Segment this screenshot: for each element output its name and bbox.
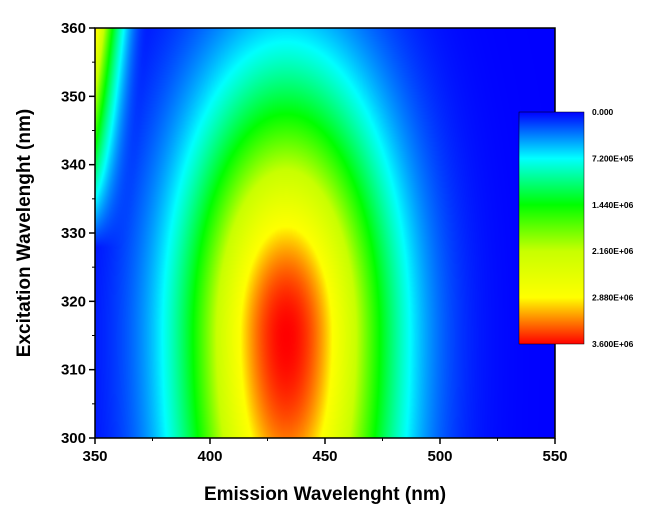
x-axis: 350 400 450 500 550 (82, 438, 568, 465)
y-tick-label: 300 (61, 430, 86, 447)
y-tick-label: 360 (61, 20, 86, 37)
y-tick-label: 310 (61, 362, 86, 379)
heatmap-surface (95, 28, 555, 438)
legend-label: 2.160E+06 (592, 246, 634, 256)
y-tick-label: 350 (61, 88, 86, 105)
legend-label: 7.200E+05 (592, 153, 634, 163)
plot-area (94, 27, 556, 439)
y-tick-label: 340 (61, 157, 86, 174)
color-legend: 0.000 7.200E+05 1.440E+06 2.160E+06 2.880E+0… (518, 107, 634, 349)
legend-labels: 0.000 7.200E+05 1.440E+06 2.160E+06 2.880E+0… (592, 107, 634, 349)
x-tick-label: 350 (82, 448, 107, 465)
x-tick-label: 550 (542, 448, 567, 465)
x-axis-title: Emission Wavelenght (nm) (204, 484, 446, 505)
x-tick-label: 500 (427, 448, 452, 465)
y-axis-title: Excitation Wavelenght (nm) (14, 109, 35, 357)
y-tick-label: 330 (61, 225, 86, 242)
y-axis: 300 310 320 330 340 350 360 (61, 20, 95, 447)
legend-color-bar (518, 111, 585, 345)
x-tick-label: 400 (197, 448, 222, 465)
legend-label: 0.000 (592, 107, 614, 117)
legend-label: 3.600E+06 (592, 339, 634, 349)
y-tick-label: 320 (61, 293, 86, 310)
legend-label: 2.880E+06 (592, 293, 634, 303)
legend-label: 1.440E+06 (592, 200, 634, 210)
x-tick-label: 450 (312, 448, 337, 465)
